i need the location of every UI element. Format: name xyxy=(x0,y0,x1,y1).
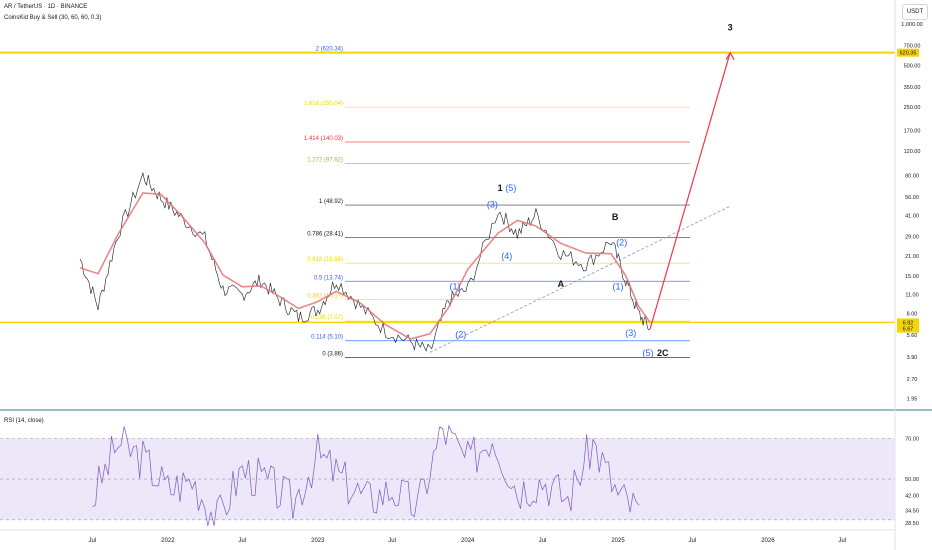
fib-label: 1.618 (250.04) xyxy=(304,101,343,107)
fib-label: 1.414 (140.03) xyxy=(304,136,343,142)
fib-label: 0.5 (13.74) xyxy=(314,275,343,281)
price-tick-label: 5.60 xyxy=(907,333,918,339)
wave-label: 3 xyxy=(728,22,733,32)
price-tick-label: 11.00 xyxy=(905,293,918,299)
fib-label: 0.236 (7.07) xyxy=(311,315,343,321)
wave-label: (2) xyxy=(455,329,466,339)
rsi-series xyxy=(92,424,640,526)
wave-label: (5) xyxy=(642,348,653,358)
rsi-title: RSI (14, close) xyxy=(4,418,44,424)
price-tick-label: 1,000.00 xyxy=(901,22,922,28)
wave-label: (3) xyxy=(625,328,636,338)
wave-label: (5) xyxy=(505,183,516,193)
time-tick-label: Jul xyxy=(89,538,97,544)
rsi-pane xyxy=(0,424,895,526)
time-tick-label: Jul xyxy=(838,538,846,544)
price-pane: 2 (620.34) 1.618 (250.04) 1.414 (140.03) 1.… xyxy=(0,22,895,358)
price-tick-label: 700.00 xyxy=(904,43,921,49)
price-marker-label: 6.67 xyxy=(903,327,914,333)
wave-label: 2C xyxy=(657,348,669,358)
price-marker xyxy=(897,324,919,333)
currency-badge[interactable]: USDT xyxy=(902,4,928,20)
symbol-title: AR / TetherUS · 1D · BINANCE xyxy=(4,4,88,10)
fib-label: 1 (48.92) xyxy=(319,199,343,205)
price-tick-label: 80.00 xyxy=(905,174,919,180)
indicator-title: CoinsKid Buy & Sell (30, 60, 60, 0.3) xyxy=(4,15,102,21)
price-marker-label: 6.92 xyxy=(903,320,914,326)
fib-label: 0 (3.86) xyxy=(322,351,343,357)
price-tick-label: 15.00 xyxy=(905,274,919,280)
price-tick-label: 41.00 xyxy=(905,214,919,220)
time-tick-label: 2026 xyxy=(761,538,775,544)
wave-label: A xyxy=(558,279,565,289)
price-tick-label: 170.00 xyxy=(904,128,921,134)
wave-label: 1 xyxy=(498,183,503,193)
price-series xyxy=(79,171,651,352)
time-tick-label: 2023 xyxy=(311,538,325,544)
fib-label: 2 (620.34) xyxy=(316,47,343,53)
time-tick-label: 2025 xyxy=(611,538,625,544)
price-tick-label: 500.00 xyxy=(904,64,921,70)
price-tick-label: 250.00 xyxy=(904,105,921,111)
price-tick-label: 56.00 xyxy=(905,195,919,201)
price-marker xyxy=(897,48,919,57)
price-tick-label: 1.95 xyxy=(907,396,918,402)
fib-label: 0.114 (5.10) xyxy=(311,335,343,341)
time-tick-label: Jul xyxy=(238,538,246,544)
price-tick-label: 29.00 xyxy=(905,234,919,240)
time-tick-label: Jul xyxy=(688,538,696,544)
time-tick-label: 2022 xyxy=(161,538,175,544)
rsi-tick-label: 50.00 xyxy=(905,477,919,483)
projection-arrowhead xyxy=(725,51,735,60)
rsi-tick-label: 34.50 xyxy=(905,509,919,515)
price-tick-label: 2.70 xyxy=(907,377,918,383)
time-tick-label: Jul xyxy=(388,538,396,544)
wave-label: (1) xyxy=(449,281,460,291)
wave-label: (1) xyxy=(613,281,624,291)
wave-label: (2) xyxy=(616,237,627,247)
time-tick-label: Jul xyxy=(539,538,547,544)
rsi-tick-label: 70.00 xyxy=(905,436,919,442)
wave-label: (3) xyxy=(487,199,498,209)
fib-label: 0.618 (18.58) xyxy=(307,257,343,263)
rsi-tick-label: 42.00 xyxy=(905,493,919,499)
trend-line xyxy=(429,205,731,353)
price-tick-label: 3.90 xyxy=(907,355,918,361)
price-tick-label: 350.00 xyxy=(904,85,921,91)
fib-label: 0.382 (10.17) xyxy=(307,293,343,299)
projection-arrow xyxy=(649,52,731,330)
time-tick-label: 2024 xyxy=(461,538,475,544)
price-marker-label: 620.35 xyxy=(900,51,917,57)
price-marker xyxy=(897,318,919,327)
price-tick-label: 21.00 xyxy=(905,254,919,260)
fib-label: 0.786 (28.41) xyxy=(307,232,343,238)
wave-label: (4) xyxy=(501,251,512,261)
price-tick-label: 8.00 xyxy=(907,312,918,318)
wave-label: B xyxy=(612,212,619,222)
fib-label: 1.272 (97.62) xyxy=(307,158,343,164)
price-tick-label: 120.00 xyxy=(904,149,921,155)
ema-series xyxy=(79,192,651,340)
rsi-tick-label: 28.50 xyxy=(905,521,919,527)
